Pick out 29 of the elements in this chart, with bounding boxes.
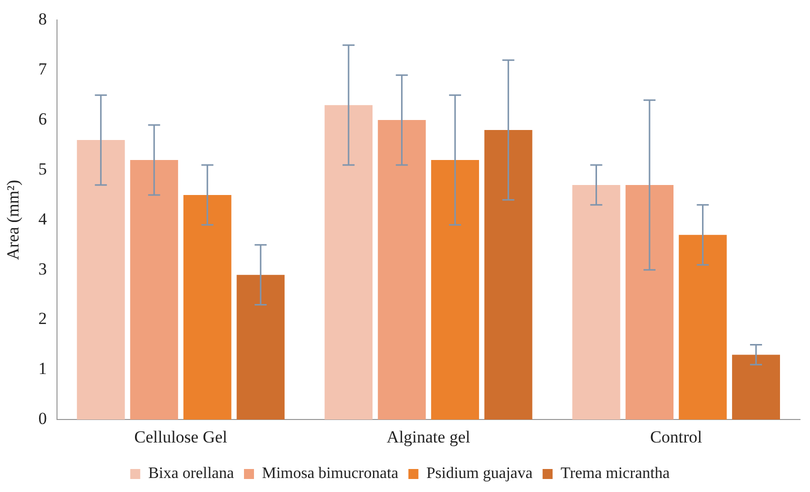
bar (130, 160, 178, 420)
bar (236, 274, 285, 420)
legend-label: Bixa orellana (148, 465, 234, 482)
y-tick-label: 3 (38, 259, 47, 278)
y-tick-label: 5 (38, 159, 47, 178)
bar (732, 354, 780, 420)
y-tick-label: 8 (38, 10, 47, 29)
legend-label: Trema micrantha (560, 465, 670, 482)
x-tick-label: Control (650, 427, 702, 446)
legend-label: Psidium guajava (426, 465, 533, 482)
bar (324, 105, 373, 420)
y-tick-label: 0 (38, 409, 47, 428)
y-tick-label: 2 (38, 309, 47, 328)
y-tick-label: 7 (38, 60, 48, 79)
y-tick-label: 1 (38, 359, 47, 378)
bar (76, 140, 125, 420)
y-tick-label: 6 (38, 110, 47, 129)
bar (678, 234, 727, 420)
bar (626, 184, 674, 420)
bar (431, 160, 480, 420)
legend-label: Mimosa bimucronata (262, 465, 398, 482)
bar (183, 194, 232, 420)
y-axis-title: Area (mm²) (4, 180, 23, 260)
y-tick-label: 4 (38, 209, 48, 228)
x-tick-label: Cellulose Gel (134, 427, 228, 446)
bar (378, 120, 426, 420)
x-tick-label: Alginate gel (386, 427, 470, 446)
bar (572, 184, 620, 420)
bar (484, 130, 532, 420)
